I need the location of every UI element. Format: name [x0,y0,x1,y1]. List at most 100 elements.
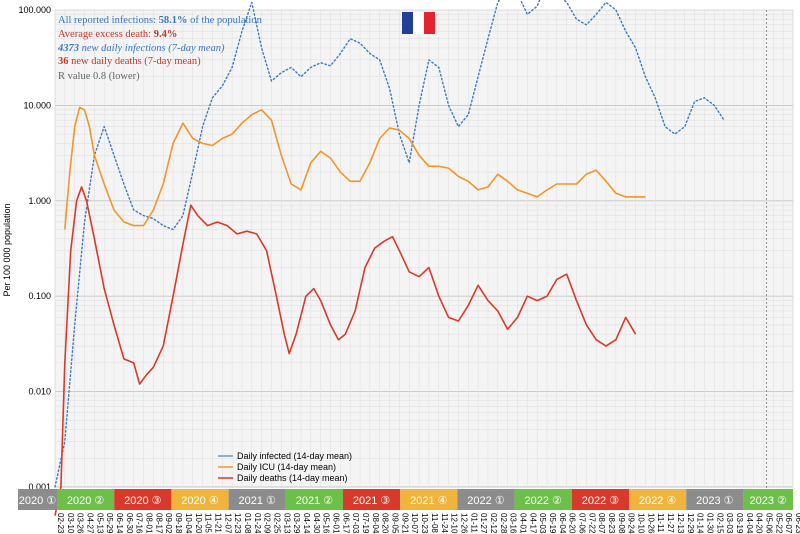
x-tick-label: 07-19 [361,513,370,534]
x-tick-label: 08-20 [381,513,390,534]
quarter-block [571,489,629,510]
quarter-block [18,489,57,510]
y-tick-label: 100.000 [18,5,51,15]
series-group [54,0,725,516]
quarter-block [457,489,515,510]
x-tick-label: 10-04 [184,513,193,534]
x-tick-label: 03-13 [282,513,291,534]
x-tick-label: 05-22 [774,513,783,534]
y-tick-label: 0.010 [28,387,51,397]
legend-label-deaths: Daily deaths (14-day mean) [237,473,348,483]
x-tick-label: 03-03 [725,513,734,534]
x-tick-label: 06-23 [794,513,800,534]
x-tick-label: 05-13 [95,513,104,534]
grid [54,10,794,488]
quarter-label: 2020 ③ [124,495,162,507]
x-tick-label: 02-15 [715,513,724,534]
x-tick-label: 04-20 [755,513,764,534]
x-tick-label: 07-03 [351,513,360,534]
x-tick-label: 12-07 [223,513,232,534]
y-tick-label: 0.001 [28,482,51,492]
x-tick-label: 03-16 [509,513,518,534]
info-line-infections: All reported infections: 58.1% of the po… [58,15,263,26]
legend: Daily infected (14-day mean) Daily ICU (… [218,451,352,483]
x-tick-label: 06-20 [568,513,577,534]
y-tick-label: 10.000 [23,100,51,110]
x-tick-label: 01-11 [469,513,478,533]
x-tick-label: 11-11 [656,513,665,533]
x-tick-label: 07-22 [587,513,596,534]
quarter-block [57,489,115,510]
x-tick-label: 08-01 [145,513,154,534]
quarter-block [228,489,286,510]
x-tick-label: 07-06 [578,513,587,534]
x-tick-label: 04-04 [745,513,754,534]
y-tick-label: 0.100 [28,291,51,301]
quarter-label: 2021 ① [239,495,277,507]
x-tick-label: 02-12 [489,513,498,534]
x-tick-label: 12-26 [459,513,468,534]
x-tick-label: 05-19 [548,513,557,534]
x-tick-label: 04-17 [528,513,537,534]
quarter-block [514,489,572,510]
x-tick-label: 09-05 [391,513,400,534]
x-tick-label: 08-04 [371,513,380,534]
info-infections-value: 58.1% [159,15,188,26]
x-tick-label: 03-10 [66,513,75,534]
x-tick-label: 01-08 [243,513,252,534]
x-tick-label: 10-10 [637,513,646,534]
x-tick-label: 12-29 [686,513,695,534]
info-line-excess-death: Average excess death: 9.4% [58,29,177,40]
x-tick-label: 02-23 [56,513,65,534]
x-tick-label: 12-13 [676,513,685,534]
info-excess-prefix: Average excess death: [58,29,154,40]
quarter-label: 2023 ① [696,495,734,507]
x-tick-label: 03-19 [735,513,744,534]
x-tick-label: 11-24 [440,513,449,533]
x-tick-label: 09-08 [617,513,626,534]
info-line-r-value: R value 0.8 (lower) [58,71,140,82]
x-tick-label: 05-29 [105,513,114,534]
x-tick-label: 10-23 [420,513,429,534]
x-tick-label: 09-02 [164,513,173,534]
x-tick-label: 01-27 [479,513,488,534]
x-tick-label: 06-07 [784,513,793,534]
info-daily-infections-value: 4373 [57,43,79,54]
x-tick-label: 05-16 [322,513,331,534]
x-tick-label: 06-01 [332,513,341,534]
series-infected [54,0,725,488]
info-daily-deaths-suffix: new daily deaths (7-day mean) [69,56,202,67]
x-tick-label: 02-09 [263,513,272,534]
info-daily-deaths-value: 36 [58,56,69,67]
x-tick-label: 02-28 [499,513,508,534]
x-tick-label: 06-30 [125,513,134,534]
x-tick-label: 04-27 [86,513,95,534]
x-tick-label: 06-14 [115,513,124,534]
info-infections-suffix: of the population [187,15,262,26]
x-tick-label: 06-04 [558,513,567,534]
x-tick-label: 06-17 [341,513,350,534]
plot-area [54,9,794,488]
x-tick-label: 08-17 [154,513,163,534]
info-panel: All reported infections: 58.1% of the po… [57,15,263,82]
x-tick-label: 11-05 [204,513,213,533]
info-line-daily-infections: 4373 new daily infections (7-day mean) [57,43,225,54]
x-tick-label: 10-26 [646,513,655,534]
x-tick-label: 09-21 [400,513,409,534]
series-deaths [54,186,637,516]
x-tick-label: 01-14 [696,513,705,534]
x-tick-label: 01-24 [253,513,262,534]
info-line-daily-deaths: 36 new daily deaths (7-day mean) [58,56,201,67]
quarter-label: 2021 ④ [410,495,448,507]
x-tick-label: 11-21 [213,513,222,533]
quarter-block [743,489,793,510]
quarter-block [343,489,401,510]
france-flag-icon [402,12,435,34]
info-infections-prefix: All reported infections: [58,15,159,26]
x-tick-label: 05-03 [538,513,547,534]
quarter-label: 2022 ① [467,495,505,507]
x-tick-label: 07-16 [135,513,144,534]
quarter-block [285,489,343,510]
x-tick-label: 11-08 [430,513,439,533]
